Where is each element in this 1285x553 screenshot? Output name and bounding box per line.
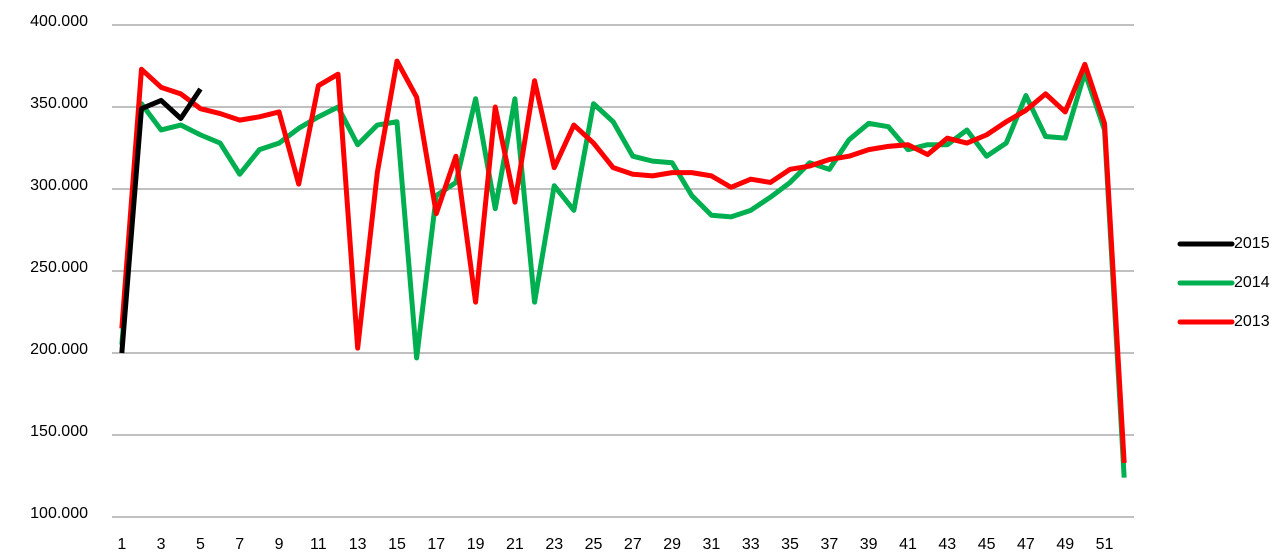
x-tick-label: 1 <box>117 536 126 553</box>
series-line <box>119 87 203 354</box>
legend-label: 2014 <box>1234 274 1270 291</box>
x-tick-label: 15 <box>388 536 406 553</box>
y-tick-label: 350.000 <box>30 95 88 112</box>
y-tick-label: 200.000 <box>30 341 88 358</box>
x-tick-label: 3 <box>157 536 166 553</box>
x-tick-label: 41 <box>899 536 917 553</box>
series-line <box>119 70 1127 478</box>
x-tick-label: 31 <box>703 536 721 553</box>
y-tick-label: 150.000 <box>30 423 88 440</box>
legend-label: 2015 <box>1234 235 1270 252</box>
x-tick-label: 33 <box>742 536 760 553</box>
x-tick-label: 25 <box>585 536 603 553</box>
x-tick-label: 51 <box>1096 536 1114 553</box>
x-tick-label: 21 <box>506 536 524 553</box>
x-tick-label: 5 <box>196 536 205 553</box>
x-tick-label: 17 <box>427 536 445 553</box>
x-tick-label: 49 <box>1056 536 1074 553</box>
y-tick-label: 300.000 <box>30 177 88 194</box>
x-tick-label: 37 <box>820 536 838 553</box>
x-tick-label: 11 <box>310 536 327 553</box>
x-tick-label: 13 <box>349 536 367 553</box>
x-tick-label: 19 <box>467 536 485 553</box>
x-tick-label: 7 <box>235 536 244 553</box>
x-tick-label: 39 <box>860 536 878 553</box>
x-tick-label: 47 <box>1017 536 1035 553</box>
x-tick-label: 35 <box>781 536 799 553</box>
x-tick-label: 29 <box>663 536 681 553</box>
y-tick-label: 100.000 <box>30 505 88 522</box>
y-tick-label: 400.000 <box>30 13 88 30</box>
legend-label: 2013 <box>1234 313 1270 330</box>
x-tick-label: 43 <box>938 536 956 553</box>
x-tick-label: 27 <box>624 536 642 553</box>
x-tick-label: 23 <box>545 536 563 553</box>
y-tick-label: 250.000 <box>30 259 88 276</box>
x-tick-label: 9 <box>275 536 284 553</box>
series-line <box>119 58 1127 464</box>
x-tick-label: 45 <box>978 536 996 553</box>
